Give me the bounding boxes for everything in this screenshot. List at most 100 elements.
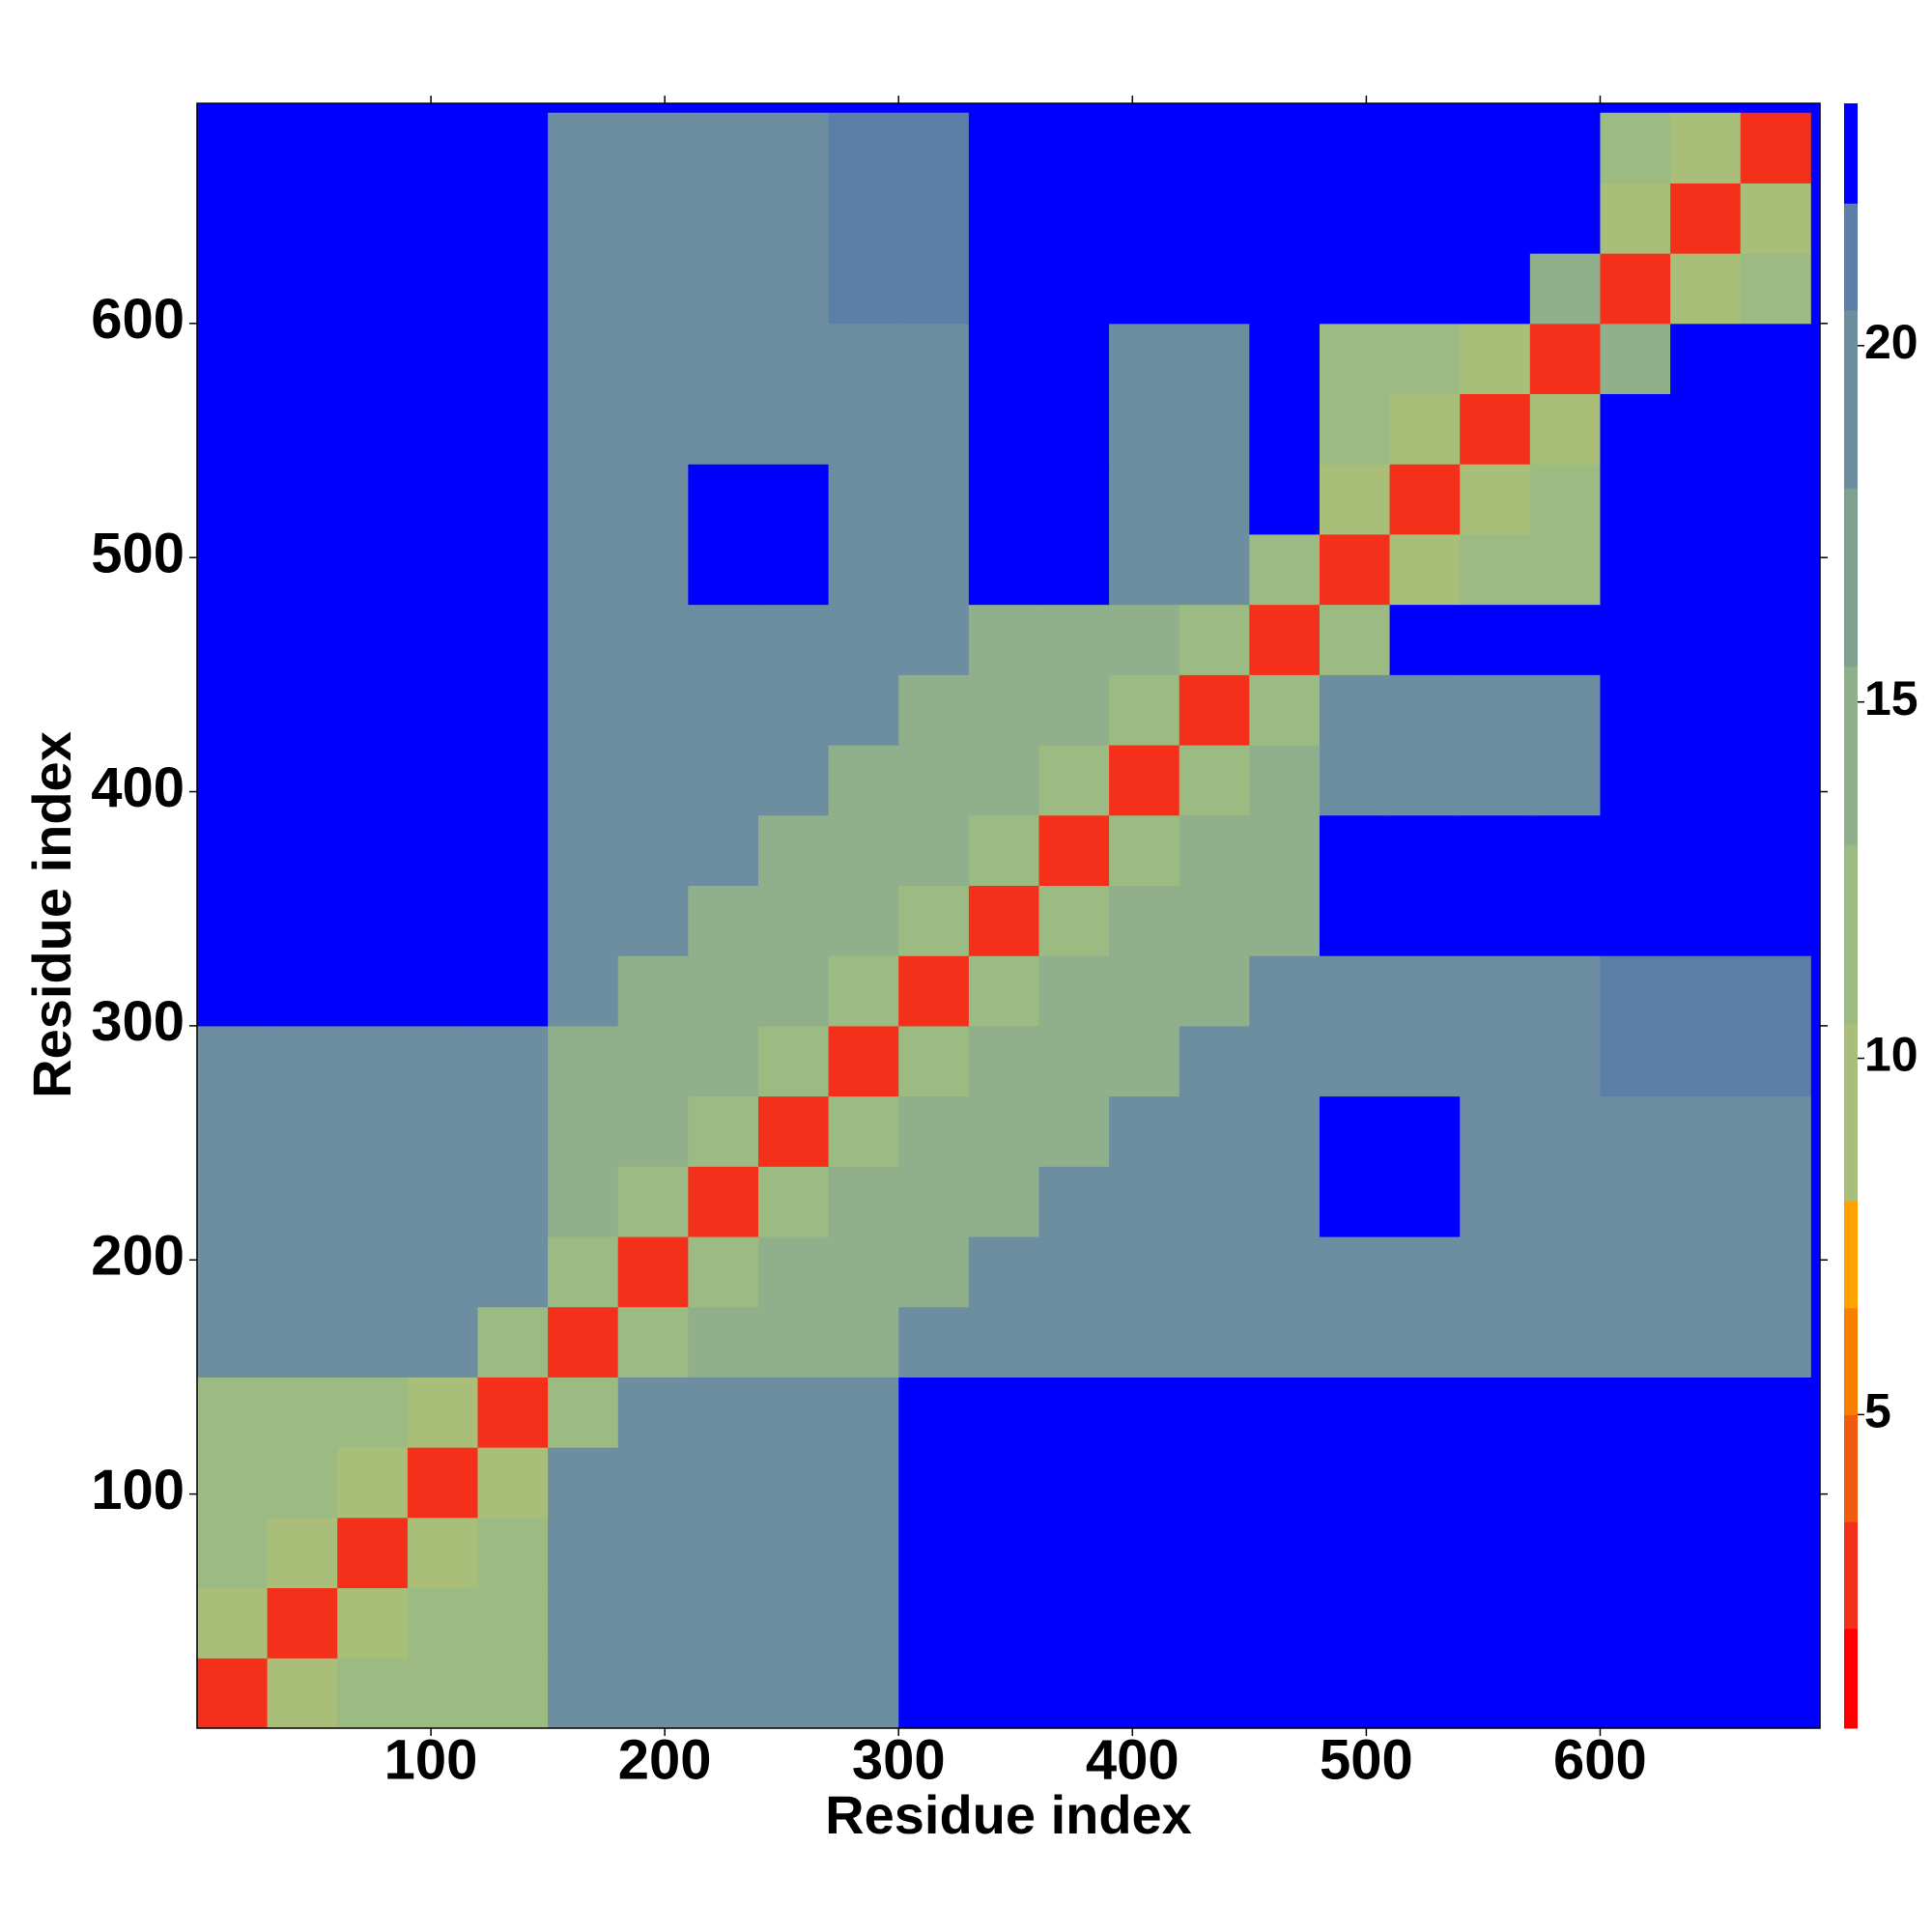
heatmap-cell [1529,183,1601,254]
heatmap-cell [1740,674,1811,746]
heatmap-cell [757,1587,830,1659]
heatmap-cell [1600,1587,1671,1659]
heatmap-cell [267,814,338,886]
heatmap-cell [267,323,338,395]
heatmap-cell [337,533,409,606]
heatmap-cell [337,393,409,465]
heatmap-cell [688,533,759,606]
colorbar-tick-label: 5 [1864,1384,1891,1438]
heatmap-cell [548,253,619,325]
y-tick-label: 100 [91,1459,185,1521]
heatmap-cell [1670,1306,1742,1378]
heatmap-cell [1529,1166,1601,1237]
heatmap-cell [688,323,759,395]
heatmap-cell [197,1517,269,1589]
heatmap-cell [1529,533,1601,606]
heatmap-cell [1740,1587,1811,1659]
heatmap-cell [828,1447,899,1519]
heatmap-cell [688,1377,759,1448]
heatmap-cell [267,604,338,675]
heatmap-cell [617,393,689,465]
heatmap-cell [407,674,478,746]
heatmap-cell [477,745,549,816]
colorbar-band [1844,1201,1858,1309]
heatmap-cell [548,604,619,675]
heatmap-cell [1740,1095,1811,1167]
heatmap-cell [267,674,338,746]
heatmap-cell [1179,1095,1250,1167]
heatmap-cell [1740,1377,1811,1448]
heatmap-cell [688,1658,759,1729]
colorbar-band [1844,1628,1858,1729]
heatmap-cell [1179,814,1250,886]
heatmap-cell [267,112,338,184]
heatmap-cell [337,464,409,535]
x-tick-label: 600 [1553,1728,1647,1791]
heatmap-cell [1179,533,1250,606]
heatmap-cell [1389,1658,1461,1729]
heatmap-cell [1249,674,1321,746]
heatmap-cell [1600,1377,1671,1448]
heatmap-cell [1740,1447,1811,1519]
heatmap-cell [1038,323,1110,395]
heatmap-cell [1670,112,1742,184]
heatmap-cell [828,1306,899,1378]
heatmap-cell [197,393,269,465]
heatmap-cell [1460,674,1531,746]
heatmap-cell [968,885,1039,956]
heatmap-cell [1389,1025,1461,1097]
heatmap-cell [1109,604,1180,675]
heatmap-cell [1529,955,1601,1027]
heatmap-cell [1670,393,1742,465]
heatmap-cell [757,183,830,254]
heatmap-cell [267,1447,338,1519]
heatmap-cell [1109,1658,1180,1729]
heatmap-cell [1319,1095,1391,1167]
heatmap-cell [757,1236,830,1308]
heatmap-cell [1249,393,1321,465]
heatmap-cell [477,1236,549,1308]
heatmap-cell [617,674,689,746]
heatmap-cell [1319,1236,1391,1308]
heatmap-cell [688,1095,759,1167]
heatmap-cell [1038,1025,1110,1097]
heatmap-cell [477,1587,549,1659]
heatmap-cell [1529,112,1601,184]
heatmap-cell [1600,1658,1671,1729]
heatmap-cell [968,112,1039,184]
heatmap-cell [1600,393,1671,465]
heatmap-cell [1249,1587,1321,1659]
heatmap-cell [1529,885,1601,956]
heatmap-cell [267,1587,338,1659]
x-tick-label: 300 [852,1728,946,1791]
heatmap-cell [1460,1587,1531,1659]
heatmap-cell [1319,1377,1391,1448]
heatmap-cell [1249,1517,1321,1589]
heatmap-cell [1460,533,1531,606]
heatmap-cell [617,955,689,1027]
heatmap-cell [1670,253,1742,325]
heatmap-cell [548,674,619,746]
heatmap-cell [617,814,689,886]
heatmap-cell [337,1166,409,1237]
heatmap-cell [968,745,1039,816]
heatmap-cell [1179,1025,1250,1097]
heatmap-cell [898,1025,970,1097]
heatmap-cell [1389,1517,1461,1589]
heatmap-cell [1460,745,1531,816]
heatmap-cell [1319,674,1391,746]
heatmap-cell [617,1447,689,1519]
heatmap-cell [1109,955,1180,1027]
heatmap-cell [197,1095,269,1167]
heatmap-cell [757,533,830,606]
heatmap-cell [1740,814,1811,886]
heatmap-cell [477,393,549,465]
heatmap-cell [688,814,759,886]
heatmap-cell [757,1025,830,1097]
heatmap-cell [337,183,409,254]
heatmap-cell [1389,1587,1461,1659]
heatmap-cell [898,1166,970,1237]
x-tick-label: 100 [384,1728,478,1791]
heatmap-cell [337,1658,409,1729]
heatmap-cell [968,1517,1039,1589]
